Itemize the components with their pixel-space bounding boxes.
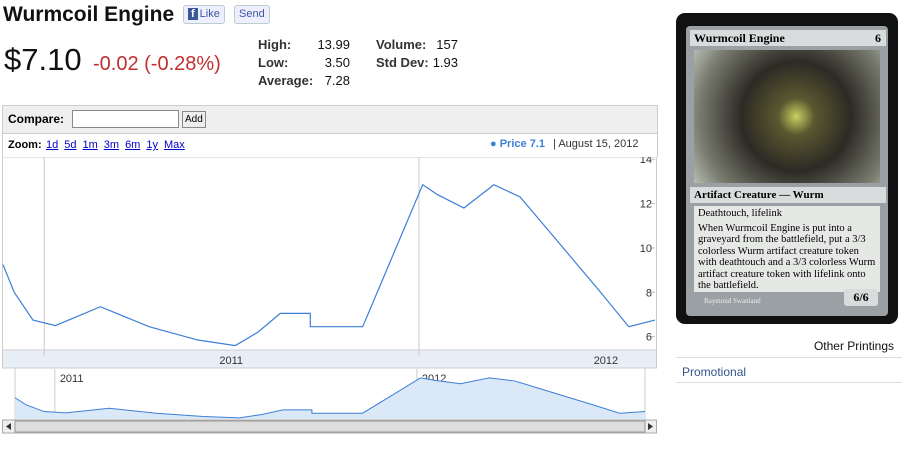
card-cost: 6 xyxy=(875,31,881,45)
zoom-option[interactable]: 1d xyxy=(46,139,59,151)
price-change: -0.02 (-0.28%) xyxy=(93,53,221,75)
add-button[interactable]: Add xyxy=(182,111,206,128)
card-title: Wurmcoil Engine xyxy=(3,3,175,26)
nav-line xyxy=(14,377,646,419)
y-tick-label: 8 xyxy=(646,287,652,299)
stat-label: Average: xyxy=(258,73,314,88)
stat-label: Volume: xyxy=(376,37,427,52)
y-tick-label: 6 xyxy=(646,332,652,344)
stat-value: 3.50 xyxy=(324,55,350,70)
legend-name: Price xyxy=(499,138,527,150)
like-text: Like xyxy=(199,8,220,20)
x-tick-label: 2012 xyxy=(594,355,618,367)
x-tick-label: 2011 xyxy=(219,355,243,367)
card-name-text: Wurmcoil Engine xyxy=(694,31,785,45)
card-pt: 6/6 xyxy=(844,289,878,306)
legend: ● Price 7.1 xyxy=(490,138,545,150)
axis-band xyxy=(2,349,657,369)
zoom-option[interactable]: 6m xyxy=(125,139,141,151)
compare-input[interactable] xyxy=(72,110,179,128)
zoom-options: 1d 5d 1m 3m 6m 1y Max xyxy=(46,139,191,151)
printing-link[interactable]: Promotional xyxy=(682,365,747,379)
legend-date-text: August 15, 2012 xyxy=(558,138,639,150)
fb-icon: f xyxy=(188,8,198,20)
card-ability: When Wurmcoil Engine is put into a grave… xyxy=(698,222,876,292)
nav-area xyxy=(15,377,645,419)
zoom-option[interactable]: 1y xyxy=(146,139,158,151)
send-text: Send xyxy=(239,8,265,20)
card-text: Deathtouch, lifelink When Wurmcoil Engin… xyxy=(694,206,880,292)
stat-label: Std Dev: xyxy=(376,55,429,70)
stat-value: 1.93 xyxy=(432,55,458,70)
stat-label: High: xyxy=(258,37,292,52)
card-name: Wurmcoil Engine 6 xyxy=(690,30,886,46)
zoom-option[interactable]: 1m xyxy=(82,139,98,151)
zoom-row: Zoom: 1d 5d 1m 3m 6m 1y Max ● Price 7.1 | Augu… xyxy=(2,133,658,157)
printings-list: Promotional xyxy=(676,357,902,383)
card-image: Wurmcoil Engine 6 Artifact Creature — Wur… xyxy=(676,13,898,324)
nav-tick-label: 2011 xyxy=(60,373,84,385)
scroll-thumb[interactable] xyxy=(14,420,646,433)
compare-bar: Compare: Add xyxy=(2,105,658,134)
zoom-option[interactable]: 3m xyxy=(103,139,120,151)
stat-value: 157 xyxy=(436,37,458,52)
zoom-option[interactable]: Max xyxy=(163,139,185,151)
send-button[interactable]: Send xyxy=(234,5,270,24)
price: $7.10 xyxy=(4,42,82,77)
card-artist: Raymond Swanland xyxy=(704,297,761,305)
card-ability: Deathtouch, lifelink xyxy=(698,208,782,219)
price-line xyxy=(2,183,656,347)
printings-title: Other Printings xyxy=(813,339,894,353)
legend-value: 7.1 xyxy=(529,138,545,150)
zoom-option[interactable]: 5d xyxy=(64,139,77,151)
card-type: Artifact Creature — Wurm xyxy=(690,187,886,203)
y-tick-label: 10 xyxy=(640,243,652,255)
stat-value: 13.99 xyxy=(317,37,350,52)
card-art xyxy=(694,50,880,183)
y-tick-label: 14 xyxy=(640,157,652,166)
like-button[interactable]: f Like xyxy=(183,5,225,24)
stat-label: Low: xyxy=(258,55,289,70)
y-tick-label: 12 xyxy=(640,199,652,211)
compare-label: Compare: xyxy=(8,112,65,126)
stat-value: 7.28 xyxy=(324,73,350,88)
legend-date: | August 15, 2012 xyxy=(553,138,639,150)
zoom-label: Zoom: xyxy=(8,139,42,151)
plot-area xyxy=(2,157,657,351)
